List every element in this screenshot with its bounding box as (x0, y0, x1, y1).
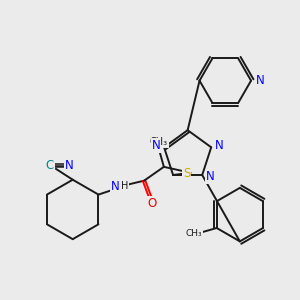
Text: N: N (215, 139, 224, 152)
Text: O: O (147, 197, 157, 210)
Text: S: S (183, 167, 190, 180)
Text: N: N (65, 159, 74, 172)
Text: N: N (206, 170, 214, 184)
Text: N: N (256, 74, 264, 87)
Text: N: N (111, 180, 120, 193)
Text: CH₃: CH₃ (150, 137, 168, 147)
Text: C: C (46, 159, 54, 172)
Text: N: N (152, 139, 161, 152)
Text: CH₃: CH₃ (186, 230, 202, 238)
Text: H: H (121, 181, 129, 191)
